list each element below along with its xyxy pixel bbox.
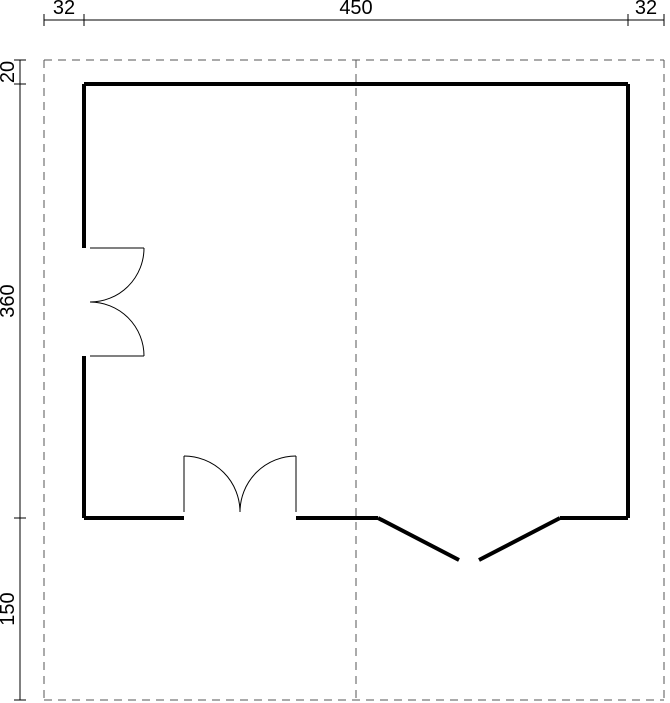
- dim-label: 32: [53, 0, 75, 19]
- dim-label: 360: [0, 284, 19, 317]
- dim-label: 20: [0, 61, 19, 83]
- floorplan-svg: 32 450 32 20 360 150: [0, 0, 670, 703]
- dim-label: 450: [339, 0, 372, 19]
- floorplan-canvas: 32 450 32 20 360 150: [0, 0, 670, 703]
- dim-label: 150: [0, 592, 19, 625]
- dim-label: 32: [635, 0, 657, 19]
